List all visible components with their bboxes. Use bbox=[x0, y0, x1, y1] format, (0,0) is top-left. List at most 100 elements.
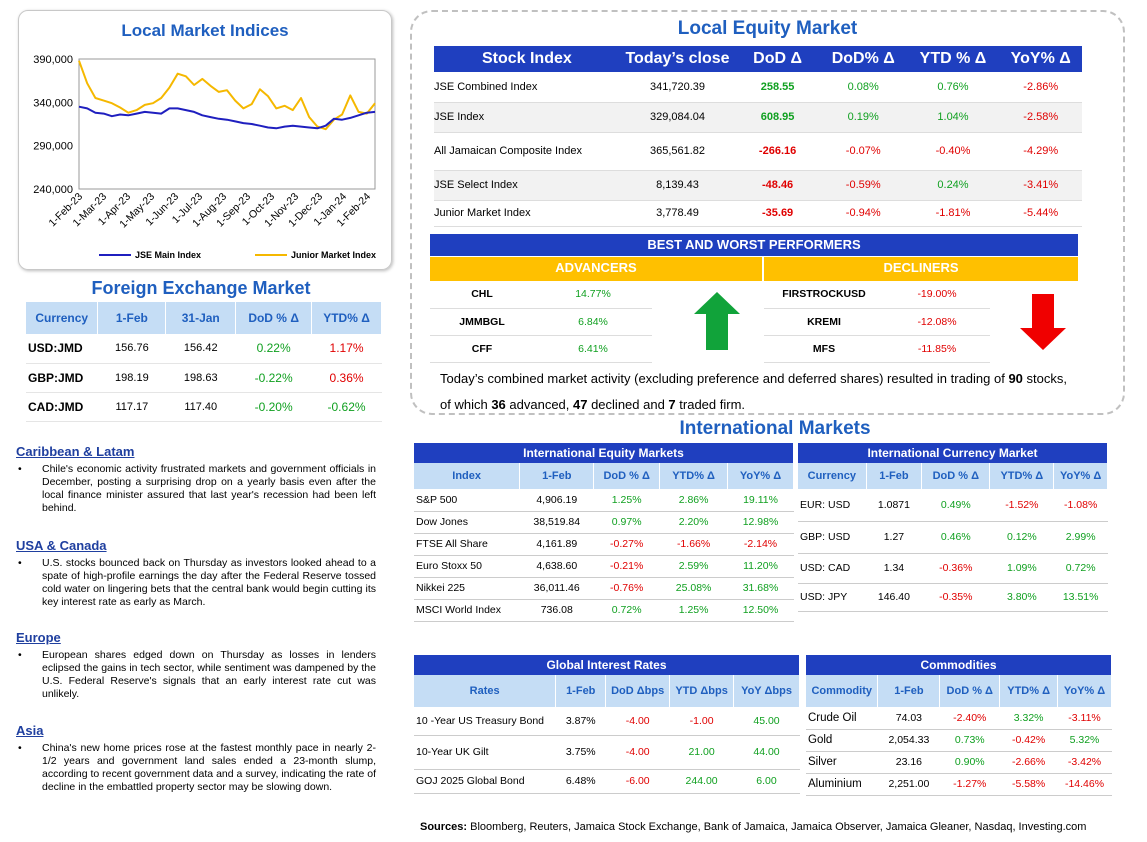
advancers-symbol: CHL bbox=[430, 281, 534, 309]
fx-ytd: 0.36% bbox=[311, 363, 382, 393]
equity-row: Junior Market Index 3,778.49 -35.69 -0.94% -… bbox=[434, 200, 1082, 227]
rates-dod: -4.00 bbox=[605, 735, 670, 770]
rates-yoy: 44.00 bbox=[733, 735, 800, 770]
rates-yoy: 6.00 bbox=[733, 769, 800, 794]
advancers-table: CHL 14.77% JMMBGL 6.84% CFF 6.41% bbox=[430, 281, 652, 363]
equity-yoy: -3.41% bbox=[999, 170, 1082, 201]
commodities-name: Silver bbox=[806, 751, 878, 774]
currency-name: EUR: USD bbox=[798, 489, 867, 522]
decliners-header: DECLINERS bbox=[764, 257, 1078, 281]
news-region-heading: Asia bbox=[16, 723, 44, 738]
advancers-symbol: JMMBGL bbox=[430, 308, 534, 336]
commodities-row: Silver 23.16 0.90% -2.66% -3.42% bbox=[806, 751, 1112, 774]
currency-dod: -0.36% bbox=[921, 553, 990, 584]
fx-col-31jan: 31-Jan bbox=[165, 302, 237, 334]
equity-dod: 1.25% bbox=[593, 489, 660, 512]
currency-row: USD: JPY 146.40 -0.35% 3.80% 13.51% bbox=[798, 583, 1108, 612]
fx-31jan: 198.63 bbox=[165, 363, 236, 393]
currency-value: 1.27 bbox=[866, 521, 922, 554]
equity-index-name: All Jamaican Composite Index bbox=[434, 132, 620, 171]
rates-value: 3.87% bbox=[555, 707, 606, 736]
rates-yoy: 45.00 bbox=[733, 707, 800, 736]
currency-name: USD: CAD bbox=[798, 553, 867, 584]
equity-ytd: 1.04% bbox=[906, 102, 1000, 133]
equity-yoy: 11.20% bbox=[727, 555, 794, 578]
news-region-heading: Europe bbox=[16, 630, 61, 645]
ie-col-dod: DoD % Δ bbox=[593, 463, 661, 489]
intl-currency-table: International Currency Market Currency 1… bbox=[798, 443, 1108, 612]
rates-row: 10 -Year US Treasury Bond 3.87% -4.00 -1.00… bbox=[414, 707, 800, 736]
equity-close: 329,084.04 bbox=[619, 102, 736, 133]
commodities-value: 2,251.00 bbox=[877, 773, 940, 796]
ic-col-ytd: YTD% Δ bbox=[989, 463, 1055, 489]
commodities-dod: 0.90% bbox=[939, 751, 1000, 774]
summary-text: Today’s combined market activity (exclud… bbox=[440, 371, 1009, 386]
news-item: Europe European shares edged down on Thur… bbox=[16, 630, 376, 701]
fx-col-dod: DoD % Δ bbox=[235, 302, 313, 334]
fx-currency: GBP:JMD bbox=[26, 363, 98, 393]
news-item: Caribbean & Latam Chile's economic activi… bbox=[16, 444, 376, 515]
rates-name: GOJ 2025 Global Bond bbox=[414, 769, 556, 794]
currency-row: EUR: USD 1.0871 0.49% -1.52% -1.08% bbox=[798, 489, 1108, 522]
y-tick-label: 240,000 bbox=[33, 184, 73, 196]
rates-name: 10-Year UK Gilt bbox=[414, 735, 556, 770]
equity-row: JSE Select Index 8,139.43 -48.46 -0.59% 0.24… bbox=[434, 170, 1082, 201]
commodities-ytd: -5.58% bbox=[999, 773, 1058, 796]
fx-currency: USD:JMD bbox=[26, 334, 98, 364]
summary-declined-count: 47 bbox=[573, 397, 588, 412]
equity-name: Nikkei 225 bbox=[414, 577, 520, 600]
commodities-row: Crude Oil 74.03 -2.40% 3.32% -3.11% bbox=[806, 707, 1112, 730]
equity-value: 4,161.89 bbox=[519, 533, 594, 556]
currency-ytd: -1.52% bbox=[989, 489, 1054, 522]
commodities-value: 2,054.33 bbox=[877, 729, 940, 752]
decliners-row: MFS -11.85% bbox=[764, 335, 990, 363]
equity-yoy: -2.86% bbox=[999, 72, 1082, 103]
rates-ytd: 21.00 bbox=[669, 735, 734, 770]
advancers-symbol: CFF bbox=[430, 335, 534, 363]
fx-31jan: 156.42 bbox=[165, 334, 236, 364]
decliners-pct: -19.00% bbox=[884, 281, 990, 309]
fx-col-1feb: 1-Feb bbox=[97, 302, 167, 334]
ir-col-yoy: YoY Δbps bbox=[733, 675, 800, 707]
rates-ytd: 244.00 bbox=[669, 769, 734, 794]
rates-ytd: -1.00 bbox=[669, 707, 734, 736]
equity-close: 8,139.43 bbox=[619, 170, 736, 201]
equity-index-name: JSE Index bbox=[434, 102, 620, 133]
equity-dod: -0.76% bbox=[593, 577, 660, 600]
currency-yoy: -1.08% bbox=[1053, 489, 1108, 522]
cm-col-1feb: 1-Feb bbox=[877, 675, 941, 707]
summary-advanced-count: 36 bbox=[491, 397, 506, 412]
commodities-ytd: -2.66% bbox=[999, 751, 1058, 774]
rates-dod: -6.00 bbox=[605, 769, 670, 794]
commodities-yoy: -3.11% bbox=[1057, 707, 1112, 730]
equity-name: FTSE All Share bbox=[414, 533, 520, 556]
equity-row: All Jamaican Composite Index 365,561.82 -2… bbox=[434, 132, 1082, 171]
decliners-pct: -12.08% bbox=[884, 308, 990, 336]
summary-text: traded firm. bbox=[675, 397, 746, 412]
chart-title: Local Market Indices bbox=[121, 21, 289, 40]
commodities-yoy: -3.42% bbox=[1057, 751, 1112, 774]
advancers-row: JMMBGL 6.84% bbox=[430, 308, 652, 336]
equity-dodp: 0.08% bbox=[819, 72, 907, 103]
decliners-row: FIRSTROCKUSD -19.00% bbox=[764, 281, 990, 309]
currency-ytd: 3.80% bbox=[989, 583, 1054, 612]
fx-ytd: -0.62% bbox=[311, 392, 382, 422]
eq-col-close: Today’s close bbox=[625, 50, 730, 67]
eq-col-yoy: YoY% Δ bbox=[1010, 50, 1071, 67]
equity-dod: -35.69 bbox=[735, 200, 820, 227]
equity-yoy: -2.14% bbox=[727, 533, 794, 556]
equity-ytd: -1.66% bbox=[659, 533, 728, 556]
cm-col-yoy: YoY% Δ bbox=[1057, 675, 1112, 707]
summary-firm-count: 7 bbox=[668, 397, 676, 412]
ie-col-index: Index bbox=[414, 463, 521, 489]
sources-text: Bloomberg, Reuters, Jamaica Stock Exchan… bbox=[467, 821, 1087, 833]
intl-title: International Markets bbox=[679, 418, 871, 439]
legend-label: JSE Main Index bbox=[135, 250, 201, 260]
equity-ytd: 1.25% bbox=[659, 599, 728, 622]
ir-col-1feb: 1-Feb bbox=[555, 675, 607, 707]
equity-header-row: Stock Index Today’s close DoD Δ DoD% Δ Y… bbox=[434, 46, 1082, 72]
fx-row: GBP:JMD 198.19 198.63 -0.22% 0.36% bbox=[26, 363, 382, 393]
fx-1feb: 156.76 bbox=[97, 334, 166, 364]
commodities-dod: -2.40% bbox=[939, 707, 1000, 730]
currency-dod: -0.35% bbox=[921, 583, 990, 612]
